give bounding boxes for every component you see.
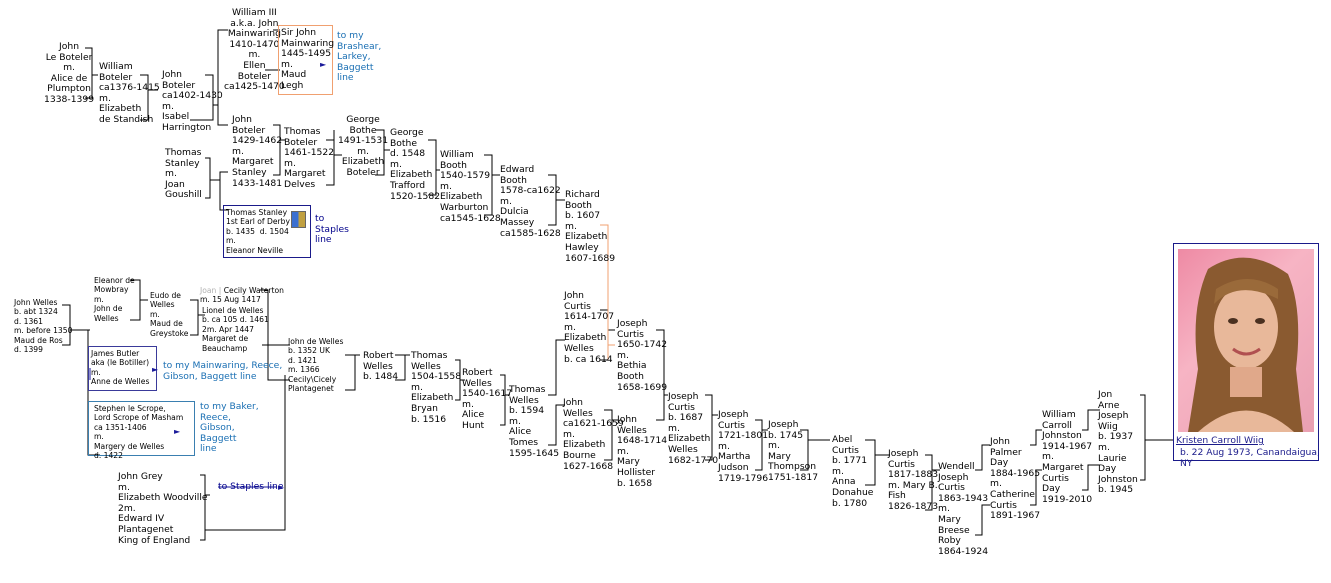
person-joseph-curtis-1650: Joseph Curtis 1650-1742 m. Bethia Booth … xyxy=(617,318,668,393)
person-robert-welles-1484: Robert Welles b. 1484 xyxy=(363,350,399,383)
person-thomas-boteler: Thomas Boteler 1461-1522 m. Margaret Del… xyxy=(284,126,335,190)
person-thomas-welles-1594: Thomas Welles b. 1594 m. Alice Tomes 159… xyxy=(509,384,560,459)
person-thomas-stanley: Thomas Stanley m. Joan Goushill xyxy=(165,147,202,201)
person-joseph-curtis-1721: Joseph Curtis 1721-1801 m. Martha Judson… xyxy=(718,409,769,484)
person-eleanor-mowbray: Eleanor de Mowbray m. John de Welles xyxy=(94,276,135,323)
person-lionel-de-welles: Lionel de Welles b. ca 105 d. 1461 2m. A… xyxy=(202,306,269,353)
person-joseph-curtis-1817: Joseph Curtis 1817-1883 m. Mary B. Fish … xyxy=(888,448,939,512)
person-thomas-welles-1504: Thomas Welles 1504-1558 m. Elizabeth Bry… xyxy=(411,350,462,425)
person-stephen-le-scrope: Stephen le Scrope, Lord Scrope of Masham… xyxy=(94,404,184,461)
person-william-boteler: William Boteler ca1376-1415 m. Elizabeth… xyxy=(99,61,160,125)
person-edward-booth: Edward Booth 1578-ca1622 m. Dulcia Masse… xyxy=(500,164,561,239)
stanley-box[interactable] xyxy=(223,205,311,258)
person-joan-cecily: Joan | Cecily Waterton m. 15 Aug 1417 xyxy=(200,286,284,305)
person-joseph-1745: Joseph b. 1745 m. Mary Thompson 1751-181… xyxy=(768,419,819,483)
coat-of-arms-icon xyxy=(291,211,306,228)
person-george-bothe-1548: George Bothe d. 1548 m. Elizabeth Traffo… xyxy=(390,127,441,202)
person-john-de-welles-1352: John de Welles b. 1352 UK d. 1421 m. 136… xyxy=(288,337,344,394)
person-jon-arne-wiig: Jon Arne Joseph Wiig b. 1937 m. Laurie D… xyxy=(1098,389,1138,496)
person-william-carroll-johnston: William Carroll Johnston 1914-1967 m. Ma… xyxy=(1042,409,1093,505)
person-john-welles-1621: John Welles ca1621-1659 m. Elizabeth Bou… xyxy=(563,397,624,472)
subject-name-link[interactable]: Kristen Carroll Wiig xyxy=(1176,435,1264,446)
person-robert-welles-1540: Robert Welles 1540-1617 m. Alice Hunt xyxy=(462,367,513,431)
subject-photo-box xyxy=(1173,243,1319,461)
link-staples-line-1[interactable]: to Staples line xyxy=(315,213,349,246)
arrow-right-icon: ► xyxy=(278,483,285,492)
person-george-bothe: George Bothe 1491-1531 m. Elizabeth Bote… xyxy=(338,114,389,178)
person-joseph-curtis-1687: Joseph Curtis b. 1687 m. Elizabeth Welle… xyxy=(668,391,719,466)
arrow-right-icon: ► xyxy=(174,427,181,436)
link-mainwaring-line[interactable]: to my Mainwaring, Reece, Gibson, Baggett… xyxy=(163,360,283,382)
link-staples-line-2[interactable]: to Staples line xyxy=(218,481,284,492)
person-john-boteler-1429: John Boteler 1429-1462 m. Margaret Stanl… xyxy=(232,114,283,189)
person-abel-curtis: Abel Curtis b. 1771 m. Anna Donahue b. 1… xyxy=(832,434,874,509)
person-john-palmer-day: John Palmer Day 1884-1965 m. Catherine C… xyxy=(990,436,1041,522)
person-john-boteler-1402: John Boteler ca1402-1430 m. Isabel Harri… xyxy=(162,69,223,133)
person-wendell-curtis: Wendell Joseph Curtis 1863-1943 m. Mary … xyxy=(938,461,989,557)
link-brashear-line[interactable]: to my Brashear, Larkey, Baggett line xyxy=(337,30,382,84)
person-william-booth: William Booth 1540-1579 m. Elizabeth War… xyxy=(440,149,501,224)
mainwaring-box[interactable] xyxy=(278,25,333,95)
butler-box[interactable] xyxy=(88,346,157,391)
person-james-butler: James Butler aka (le Botiller) m. Anne d… xyxy=(91,349,150,387)
person-john-le-boteler: John Le Boteler m. Alice de Plumpton 133… xyxy=(44,41,95,105)
link-baker-line[interactable]: to my Baker, Reece, Gibson, Baggett line xyxy=(200,401,259,455)
person-john-welles-1648: John Welles 1648-1714 m. Mary Hollister … xyxy=(617,414,668,489)
person-sir-john-mainwaring: Sir John Mainwaring 1445-1495 m. Maud Le… xyxy=(281,27,335,91)
person-john-curtis: John Curtis 1614-1707 m. Elizabeth Welle… xyxy=(564,290,615,365)
portrait-illustration xyxy=(1188,257,1303,432)
scrope-box[interactable] xyxy=(88,401,195,456)
arrow-right-icon: ► xyxy=(320,60,327,69)
arrow-right-icon: ► xyxy=(152,365,159,374)
portrait-photo xyxy=(1178,249,1314,432)
person-thomas-stanley-earl: Thomas Stanley 1st Earl of Derby b. 1435… xyxy=(226,208,290,255)
person-john-grey: John Grey m. Elizabeth Woodville 2m. Edw… xyxy=(118,471,208,546)
person-john-welles-1324: John Welles b. abt 1324 d. 1361 m. befor… xyxy=(14,298,73,355)
person-richard-booth: Richard Booth b. 1607 m. Elizabeth Hawle… xyxy=(565,189,616,264)
person-eudo-de-welles: Eudo de Welles m. Maud de Greystoke xyxy=(150,291,189,338)
subject-birth-info: b. 22 Aug 1973, Canandaigua, NY xyxy=(1180,447,1320,469)
person-william-iii: William III a.k.a. John Mainwaring 1410-… xyxy=(224,7,285,93)
